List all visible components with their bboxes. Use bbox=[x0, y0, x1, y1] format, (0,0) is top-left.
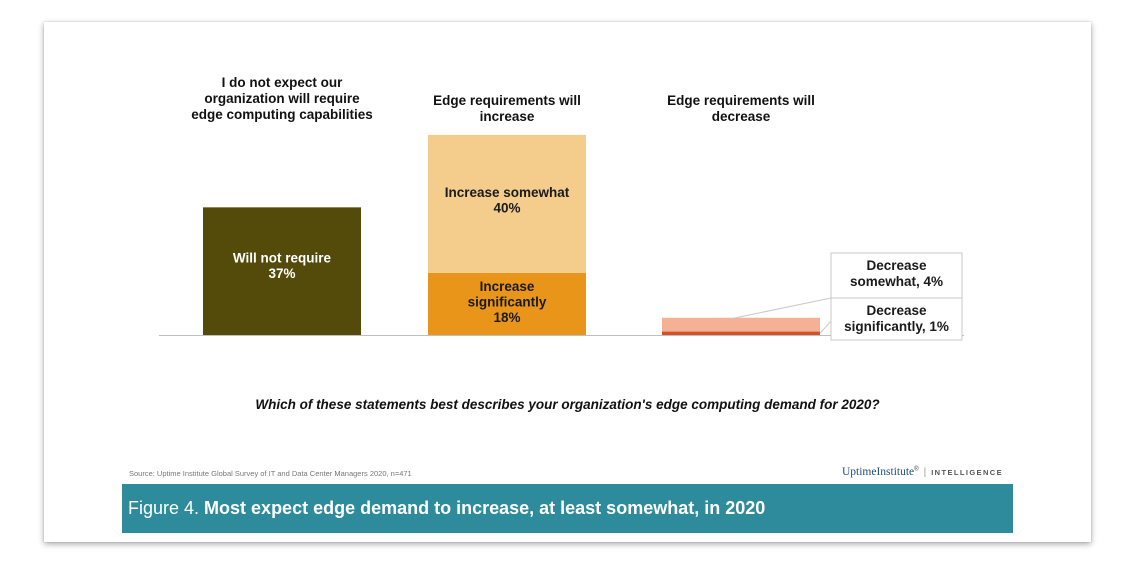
bar-label-1-1-line-0: Increase somewhat bbox=[445, 185, 570, 200]
brand-tag: INTELLIGENCE bbox=[931, 468, 1003, 477]
figure-caption: Figure 4. Most expect edge demand to inc… bbox=[122, 484, 1013, 533]
chart-question: Which of these statements best describes… bbox=[255, 397, 880, 412]
bar-segment-2-1 bbox=[662, 317, 820, 332]
callout-label-0-line-0: Decrease bbox=[866, 303, 927, 318]
callout-leader-0 bbox=[819, 320, 832, 334]
figure-card: I do not expect our organization will req… bbox=[44, 22, 1091, 542]
callout-label-1-line-0: Decrease bbox=[866, 258, 927, 273]
bar-label-0-0-line-0: Will not require bbox=[233, 250, 332, 265]
bar-label-1-1-line-1: 40% bbox=[493, 200, 520, 215]
category-label-1-line-0: Edge requirements will bbox=[433, 93, 581, 108]
bar-label-1-0-line-2: 18% bbox=[493, 310, 520, 325]
brand-separator: | bbox=[923, 467, 927, 478]
bar-label-0-0-line-1: 37% bbox=[268, 266, 295, 281]
bar-segment-1-1 bbox=[428, 134, 586, 273]
category-label-1-line-1: increase bbox=[480, 109, 535, 124]
brand-mark: ® bbox=[914, 466, 919, 473]
callout-box-1 bbox=[830, 252, 963, 299]
bar-segment-1-0 bbox=[428, 272, 586, 335]
callout-label-0-line-1: significantly, 1% bbox=[844, 319, 949, 334]
brand-name: UptimeInstitute bbox=[841, 466, 915, 478]
category-label-0-line-0: I do not expect our bbox=[222, 75, 344, 90]
category-label-2-line-0: Edge requirements will bbox=[667, 93, 815, 108]
bar-label-1-0-line-1: significantly bbox=[468, 294, 547, 309]
caption-title: Most expect edge demand to increase, at … bbox=[204, 498, 766, 518]
category-label-0-line-1: organization will require bbox=[204, 91, 360, 106]
callout-label-1-line-1: somewhat, 4% bbox=[850, 274, 943, 289]
callout-leader-1 bbox=[730, 297, 832, 320]
bar-segment-0-0 bbox=[203, 207, 361, 335]
brand-logo: UptimeInstitute® | INTELLIGENCE bbox=[842, 466, 1003, 478]
caption-prefix: Figure 4. bbox=[128, 498, 205, 518]
bar-label-1-0-line-0: Increase bbox=[480, 279, 535, 294]
category-label-0-line-2: edge computing capabilities bbox=[191, 107, 373, 122]
category-label-2-line-1: decrease bbox=[712, 109, 771, 124]
bar-segment-2-0 bbox=[662, 331, 820, 335]
source-note: Source: Uptime Institute Global Survey o… bbox=[129, 469, 412, 478]
